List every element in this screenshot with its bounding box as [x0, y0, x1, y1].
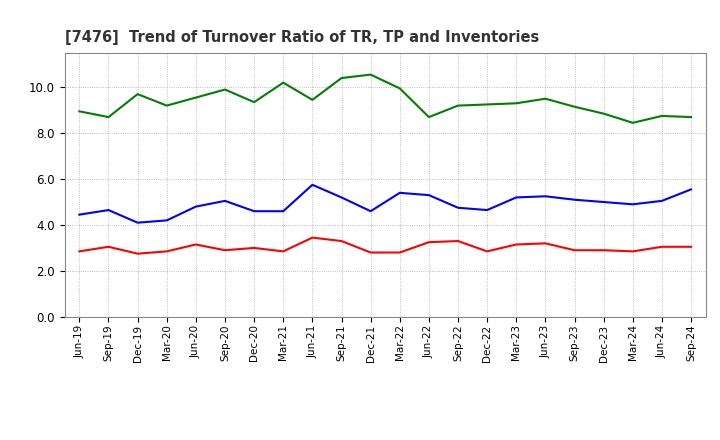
Trade Payables [250, 209, 258, 214]
Inventories [75, 109, 84, 114]
Trade Payables [657, 198, 666, 204]
Trade Receivables [250, 245, 258, 250]
Trade Payables [570, 197, 579, 202]
Inventories [337, 75, 346, 81]
Trade Payables [599, 199, 608, 205]
Inventories [483, 102, 492, 107]
Trade Receivables [454, 238, 462, 244]
Trade Receivables [512, 242, 521, 247]
Inventories [133, 92, 142, 97]
Trade Payables [220, 198, 229, 204]
Trade Payables [425, 192, 433, 198]
Trade Receivables [220, 248, 229, 253]
Inventories [541, 96, 550, 101]
Trade Receivables [599, 248, 608, 253]
Trade Receivables [629, 249, 637, 254]
Trade Payables [395, 190, 404, 195]
Inventories [657, 113, 666, 118]
Line: Trade Receivables: Trade Receivables [79, 238, 691, 254]
Inventories [308, 97, 317, 103]
Trade Payables [104, 207, 113, 213]
Trade Receivables [366, 250, 375, 255]
Line: Trade Payables: Trade Payables [79, 185, 691, 223]
Trade Receivables [483, 249, 492, 254]
Inventories [163, 103, 171, 108]
Trade Payables [133, 220, 142, 225]
Trade Payables [337, 195, 346, 200]
Inventories [366, 72, 375, 77]
Trade Receivables [425, 239, 433, 245]
Inventories [192, 95, 200, 100]
Inventories [104, 114, 113, 120]
Inventories [570, 104, 579, 110]
Trade Payables [454, 205, 462, 210]
Trade Receivables [308, 235, 317, 240]
Trade Payables [75, 212, 84, 217]
Trade Receivables [75, 249, 84, 254]
Trade Receivables [570, 248, 579, 253]
Trade Receivables [279, 249, 287, 254]
Inventories [629, 120, 637, 125]
Line: Inventories: Inventories [79, 75, 691, 123]
Trade Receivables [541, 241, 550, 246]
Trade Receivables [104, 244, 113, 249]
Trade Payables [483, 207, 492, 213]
Trade Payables [279, 209, 287, 214]
Trade Payables [308, 182, 317, 187]
Trade Payables [629, 202, 637, 207]
Trade Payables [192, 204, 200, 209]
Inventories [395, 86, 404, 91]
Trade Receivables [133, 251, 142, 257]
Trade Receivables [395, 250, 404, 255]
Trade Payables [163, 218, 171, 223]
Inventories [279, 80, 287, 85]
Text: [7476]  Trend of Turnover Ratio of TR, TP and Inventories: [7476] Trend of Turnover Ratio of TR, TP… [65, 29, 539, 45]
Inventories [512, 101, 521, 106]
Inventories [599, 111, 608, 116]
Trade Receivables [163, 249, 171, 254]
Trade Payables [366, 209, 375, 214]
Trade Receivables [192, 242, 200, 247]
Trade Receivables [687, 244, 696, 249]
Inventories [250, 99, 258, 105]
Trade Receivables [337, 238, 346, 244]
Trade Payables [512, 195, 521, 200]
Inventories [425, 114, 433, 120]
Trade Payables [687, 187, 696, 192]
Inventories [220, 87, 229, 92]
Inventories [454, 103, 462, 108]
Trade Receivables [657, 244, 666, 249]
Inventories [687, 114, 696, 120]
Trade Payables [541, 194, 550, 199]
